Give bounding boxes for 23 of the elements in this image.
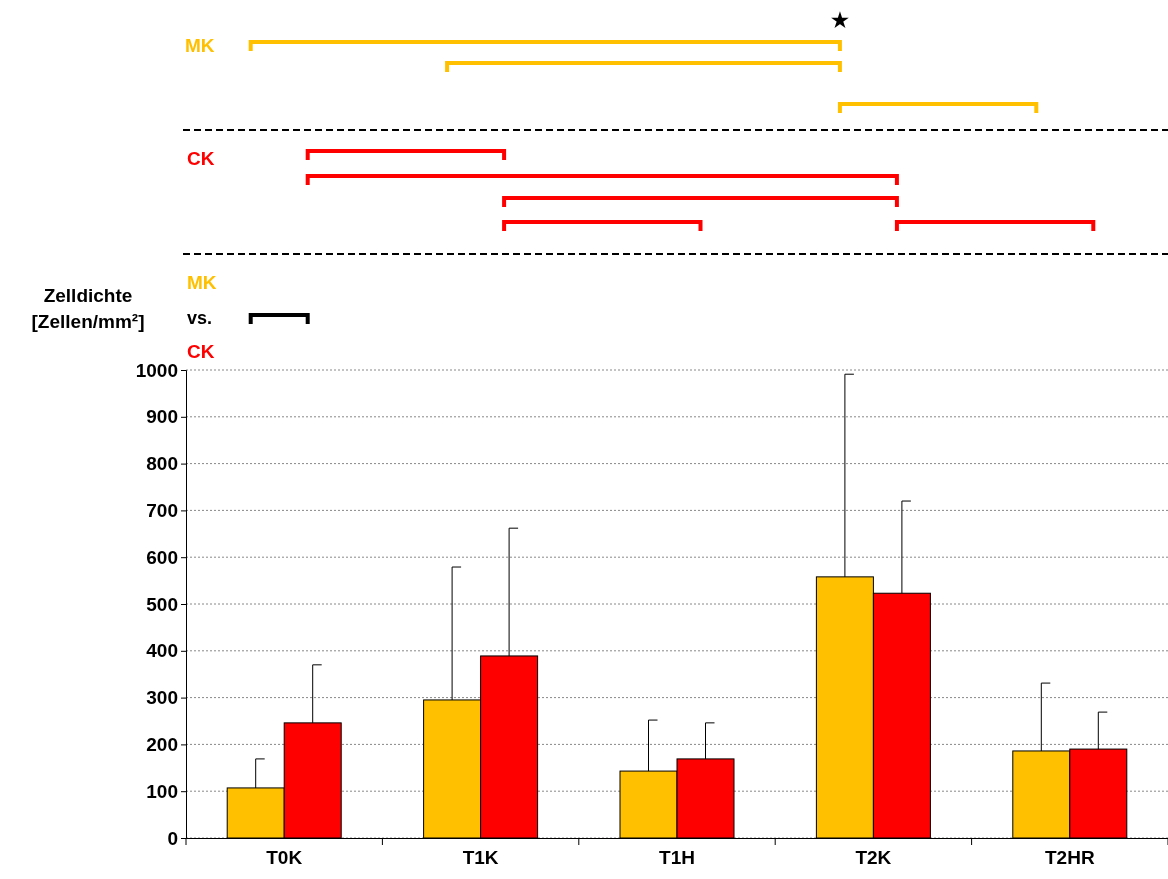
- y-tick-label: 200: [146, 733, 178, 755]
- x-tick-label: T1H: [659, 846, 695, 868]
- x-tick-label: T2HR: [1044, 846, 1095, 868]
- y-tick-label: 0: [167, 827, 178, 849]
- y-tick-label: 700: [146, 499, 178, 521]
- y-tick-label: 1000: [135, 359, 178, 381]
- x-tick-label: T2K: [855, 846, 892, 868]
- text: MK: [185, 35, 215, 56]
- y-tick-label: 400: [146, 640, 178, 662]
- y-tick-label: 900: [146, 406, 178, 428]
- y-tick-label: 300: [146, 687, 178, 709]
- text: CK: [187, 341, 215, 362]
- y-tick-label: 100: [146, 780, 178, 802]
- x-tick-label: T0K: [266, 846, 303, 868]
- y-tick-label: 500: [146, 593, 178, 615]
- y-tick-label: 800: [146, 453, 178, 475]
- y-tick-label: 600: [146, 546, 178, 568]
- text: CK: [187, 148, 215, 169]
- text: MK: [187, 272, 217, 293]
- text: ★: [830, 9, 849, 31]
- x-tick-label: T1K: [462, 846, 499, 868]
- y-axis-title: Zelldichte [Zellen/mm²]: [31, 285, 145, 332]
- text: vs.: [187, 308, 213, 328]
